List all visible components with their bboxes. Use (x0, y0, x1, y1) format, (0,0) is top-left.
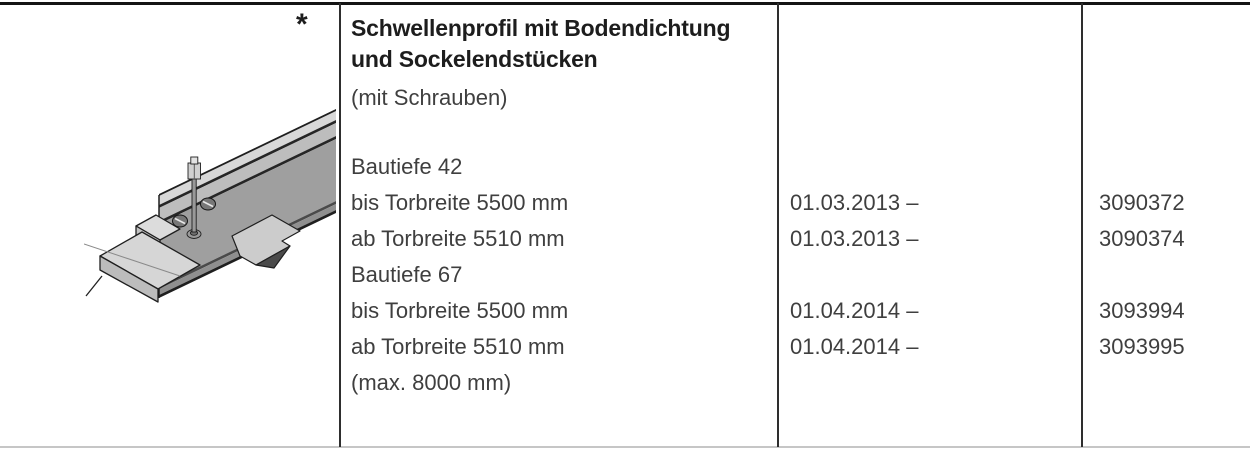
valid-from-date: 01.03.2013 – (790, 190, 919, 215)
screw-head-right (200, 197, 216, 211)
article-number: 3090374 (1099, 226, 1185, 251)
spec-line: bis Torbreite 5500 mm (351, 190, 569, 215)
footnote-asterisk: * (296, 8, 308, 41)
spec-line: (max. 8000 mm) (351, 370, 512, 395)
article-number: 3093995 (1099, 334, 1185, 359)
valid-from-date (790, 365, 1070, 401)
article-number: 3090372 (1099, 190, 1185, 215)
article-number (1099, 149, 1244, 185)
valid-from-date: 01.03.2013 – (790, 226, 919, 251)
product-title: Schwellenprofil mit Bodendichtung und So… (351, 13, 781, 75)
spec-line: bis Torbreite 5500 mm (351, 298, 569, 323)
spec-line: ab Torbreite 5510 mm (351, 334, 565, 359)
article-number: 3093994 (1099, 298, 1185, 323)
column-divider-dates (777, 3, 779, 447)
column-divider-description (339, 3, 341, 447)
column-divider-article (1081, 3, 1083, 447)
spec-line: Bautiefe 67 (351, 262, 463, 287)
article-number-column: 3090372 3090374 3093994 3093995 (1099, 149, 1244, 401)
article-number (1099, 365, 1244, 401)
valid-from-date: 01.04.2014 – (790, 298, 919, 323)
valid-from-date (790, 257, 1070, 293)
spec-line: ab Torbreite 5510 mm (351, 226, 565, 251)
socket-end-piece (84, 214, 201, 303)
spec-description-column: Bautiefe 42 bis Torbreite 5500 mm ab Tor… (351, 149, 771, 401)
spec-line: Bautiefe 42 (351, 154, 463, 179)
valid-from-column: 01.03.2013 – 01.03.2013 – 01.04.2014 – 0… (790, 149, 1070, 401)
sole-end-bracket (231, 214, 301, 269)
valid-from-date (790, 149, 1070, 185)
article-number (1099, 257, 1244, 293)
table-top-border (0, 2, 1250, 5)
product-title-line-1: Schwellenprofil mit Bodendichtung (351, 15, 731, 41)
product-title-line-2: und Sockelendstücken (351, 46, 598, 72)
fixing-pin (186, 156, 202, 239)
screw-head-left (172, 214, 188, 228)
seal-wire (85, 275, 103, 297)
product-subtitle: (mit Schrauben) (351, 85, 508, 110)
threshold-profile-illustration (84, 109, 336, 303)
table-bottom-border (0, 446, 1250, 448)
valid-from-date: 01.04.2014 – (790, 334, 919, 359)
